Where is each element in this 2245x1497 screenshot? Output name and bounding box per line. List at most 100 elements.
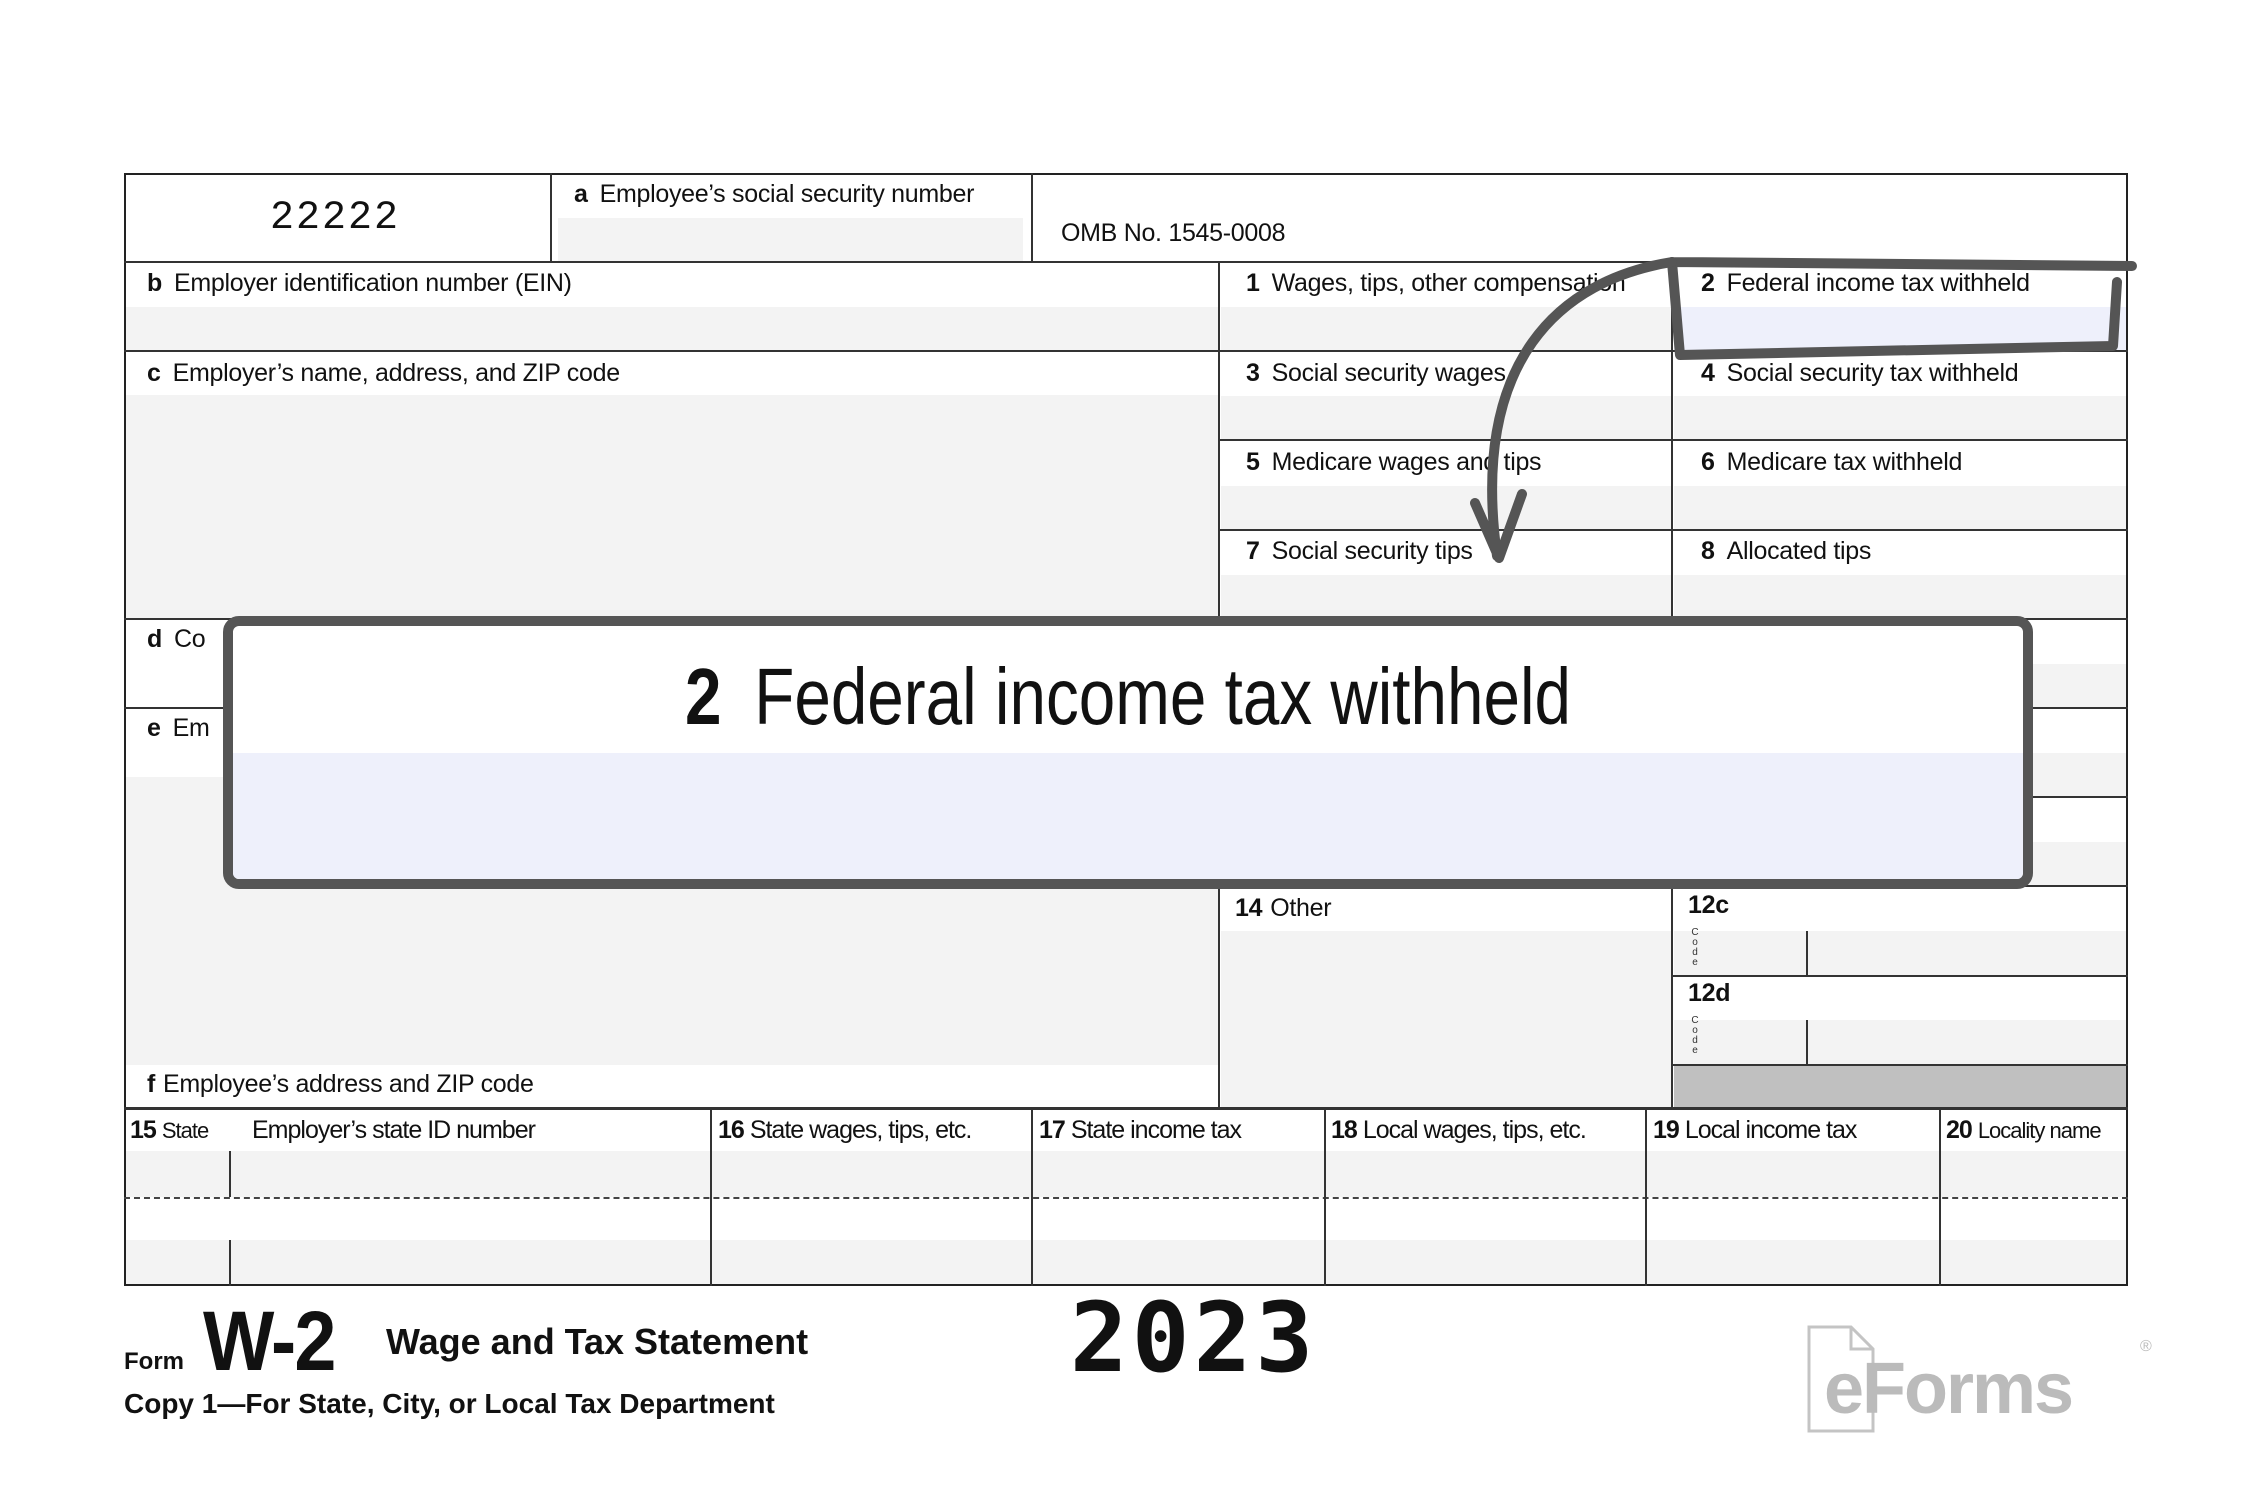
box-number: 6 bbox=[1701, 448, 1715, 476]
box-12d-field[interactable] bbox=[1674, 1020, 2126, 1065]
box-4-field[interactable] bbox=[1674, 396, 2126, 440]
box-number: 16 bbox=[718, 1116, 745, 1144]
label-text: Local income tax bbox=[1684, 1116, 1858, 1144]
divider bbox=[550, 173, 552, 262]
box-number: 5 bbox=[1246, 448, 1260, 476]
form-title: Wage and Tax Statement bbox=[386, 1321, 809, 1362]
box-12c-field[interactable] bbox=[1674, 931, 2126, 976]
box-number: 1 bbox=[1246, 269, 1260, 297]
callout-label: Federal income tax withheld bbox=[754, 652, 1572, 741]
box-number: 7 bbox=[1246, 537, 1260, 565]
box-letter: b bbox=[147, 269, 162, 297]
form-year: 2023 bbox=[1070, 1282, 1318, 1394]
box-number: 8 bbox=[1701, 537, 1715, 565]
dashed-divider bbox=[124, 1197, 2128, 1199]
box-1-field[interactable] bbox=[1221, 307, 1672, 351]
label-text: Employer’s state ID number bbox=[252, 1116, 536, 1144]
box-number: 18 bbox=[1331, 1116, 1358, 1144]
box-c-label: c Employer’s name, address, and ZIP code bbox=[147, 359, 620, 387]
box-1-label: 1 Wages, tips, other compensation bbox=[1246, 269, 1626, 297]
label-text: Allocated tips bbox=[1726, 537, 1872, 565]
callout-title: 2 Federal income tax withheld bbox=[394, 652, 1862, 742]
state-row-2-fields[interactable] bbox=[126, 1240, 2126, 1286]
label-text: State bbox=[161, 1118, 209, 1143]
box-letter: c bbox=[147, 359, 161, 387]
copy-designation: Copy 1—For State, City, or Local Tax Dep… bbox=[124, 1388, 775, 1419]
box-6-field[interactable] bbox=[1674, 486, 2126, 530]
box-letter: f bbox=[147, 1070, 156, 1098]
box-number: 12c bbox=[1688, 891, 1729, 919]
box-number: 12d bbox=[1688, 979, 1731, 1007]
state-id-label: Employer’s state ID number bbox=[252, 1116, 536, 1144]
box-number: 20 bbox=[1946, 1116, 1973, 1144]
label-text: Employee’s social security number bbox=[599, 180, 975, 208]
box-20-label: 20 Locality name bbox=[1946, 1116, 2102, 1145]
divider bbox=[1645, 1108, 1647, 1286]
label-text: Em bbox=[172, 714, 210, 742]
form-word: Form bbox=[124, 1348, 184, 1375]
divider bbox=[1031, 1108, 1033, 1286]
box-8-field[interactable] bbox=[1674, 575, 2126, 619]
box-letter: d bbox=[147, 625, 162, 653]
document-icon bbox=[1807, 1325, 1875, 1433]
label-text: Employer identification number (EIN) bbox=[173, 269, 572, 297]
box-8-label: 8 Allocated tips bbox=[1701, 537, 1871, 565]
box-14-field[interactable] bbox=[1221, 931, 1672, 1108]
box-2-label: 2 Federal income tax withheld bbox=[1701, 269, 2030, 297]
box-3-label: 3 Social security wages bbox=[1246, 359, 1506, 387]
divider bbox=[1672, 975, 2128, 977]
callout-number: 2 bbox=[684, 652, 722, 741]
divider bbox=[229, 1151, 231, 1197]
code-divider bbox=[1806, 931, 1808, 976]
label-text: Other bbox=[1270, 894, 1332, 922]
label-text: Local wages, tips, etc. bbox=[1362, 1116, 1587, 1144]
box-number: 2 bbox=[1701, 269, 1715, 297]
label-text: Wages, tips, other compensation bbox=[1271, 269, 1626, 297]
label-text: Locality name bbox=[1977, 1118, 2102, 1143]
label-text: Co bbox=[173, 625, 206, 653]
callout-box: 2 Federal income tax withheld bbox=[223, 616, 2033, 889]
callout-field bbox=[233, 753, 2023, 879]
box-3-field[interactable] bbox=[1221, 396, 1672, 440]
box-number: 19 bbox=[1653, 1116, 1680, 1144]
box-6-label: 6 Medicare tax withheld bbox=[1701, 448, 1962, 476]
box-letter: a bbox=[574, 180, 588, 208]
box-letter: e bbox=[147, 714, 161, 742]
label-text: Employee’s address and ZIP code bbox=[163, 1070, 534, 1098]
omb-number: OMB No. 1545-0008 bbox=[1061, 219, 1286, 247]
box-d-label: d Co bbox=[147, 625, 206, 653]
divider bbox=[1219, 529, 2128, 531]
control-code: 22222 bbox=[270, 196, 401, 241]
divider bbox=[1324, 1108, 1326, 1286]
divider bbox=[1672, 1064, 2128, 1066]
eforms-logo: eForms ® bbox=[1806, 1324, 2156, 1434]
form-border bbox=[124, 173, 2128, 1286]
code-divider bbox=[1806, 1020, 1808, 1065]
form-name: W-2 bbox=[203, 1294, 336, 1388]
box-12c-label: 12c bbox=[1688, 891, 1741, 919]
divider bbox=[710, 1108, 712, 1286]
label-text: State wages, tips, etc. bbox=[749, 1116, 973, 1144]
label-text: Employer’s name, address, and ZIP code bbox=[172, 359, 620, 387]
box-a-label: a Employee’s social security number bbox=[574, 180, 974, 208]
divider bbox=[229, 1240, 231, 1286]
box-17-label: 17 State income tax bbox=[1039, 1116, 1242, 1144]
ssn-field[interactable] bbox=[558, 218, 1023, 262]
employer-name-field[interactable] bbox=[126, 395, 1219, 619]
box-4-label: 4 Social security tax withheld bbox=[1701, 359, 2019, 387]
label-text: Federal income tax withheld bbox=[1726, 269, 2030, 297]
state-row-1-fields[interactable] bbox=[126, 1151, 2126, 1197]
box-7-field[interactable] bbox=[1221, 575, 1672, 619]
box-19-label: 19 Local income tax bbox=[1653, 1116, 1858, 1144]
divider bbox=[124, 1107, 2128, 1110]
label-text: Medicare tax withheld bbox=[1726, 448, 1963, 476]
box-number: 3 bbox=[1246, 359, 1260, 387]
box-15-label: 15 State bbox=[130, 1116, 209, 1145]
divider bbox=[1219, 439, 2128, 441]
ein-field[interactable] bbox=[126, 307, 1219, 351]
divider bbox=[1939, 1108, 1941, 1286]
box-5-field[interactable] bbox=[1221, 486, 1672, 530]
